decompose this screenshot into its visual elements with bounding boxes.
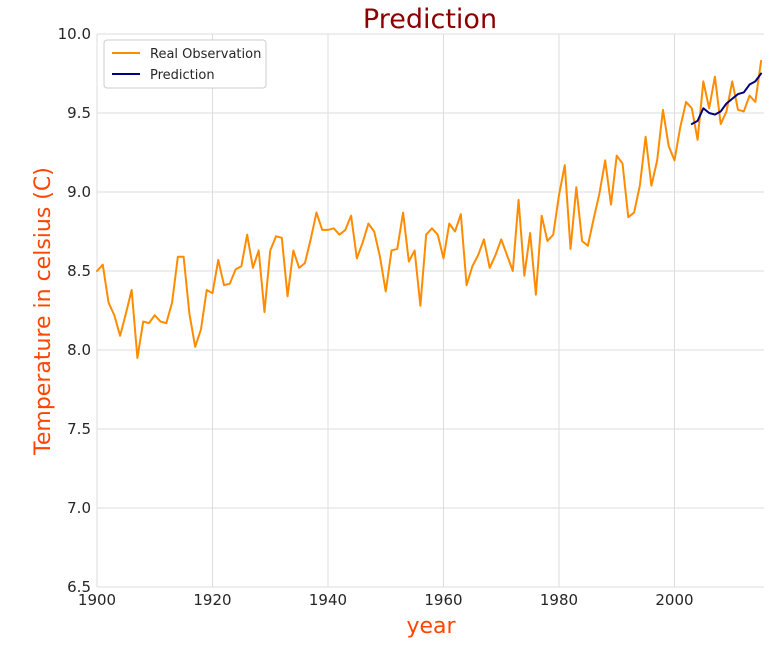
y-tick-label: 6.5 — [67, 578, 91, 596]
y-tick-label: 10.0 — [58, 25, 91, 43]
x-tick-label: 1980 — [540, 591, 578, 609]
x-tick-label: 1940 — [309, 591, 347, 609]
x-tick-label: 2000 — [655, 591, 693, 609]
chart-title: Prediction — [363, 4, 497, 35]
series-line-prediction — [690, 72, 763, 126]
legend-box — [103, 39, 267, 89]
x-tick-label: 1960 — [424, 591, 462, 609]
y-tick-label: 9.0 — [67, 183, 91, 201]
grid-lines — [96, 33, 764, 588]
legend-label-real-observation: Real Observation — [150, 47, 261, 62]
y-tick-label: 8.0 — [67, 341, 91, 359]
x-axis-title: year — [406, 614, 456, 639]
series-line-real-observation — [96, 59, 763, 359]
legend: Real Observation Prediction — [103, 39, 267, 89]
x-tick-label: 1900 — [78, 591, 116, 609]
y-tick-label: 7.5 — [67, 420, 91, 438]
y-tick-label: 9.5 — [67, 104, 91, 122]
data-series — [96, 59, 763, 359]
y-axis-title: Temperature in celsius (C) — [31, 167, 56, 456]
tick-labels: 6.5 7.0 7.5 8.0 8.5 9.0 9.5 10.0 1900 1920 1940 196… — [58, 25, 694, 609]
legend-label-prediction: Prediction — [150, 68, 215, 83]
x-tick-label: 1920 — [193, 591, 231, 609]
y-tick-label: 7.0 — [67, 499, 91, 517]
y-tick-label: 8.5 — [67, 262, 91, 280]
